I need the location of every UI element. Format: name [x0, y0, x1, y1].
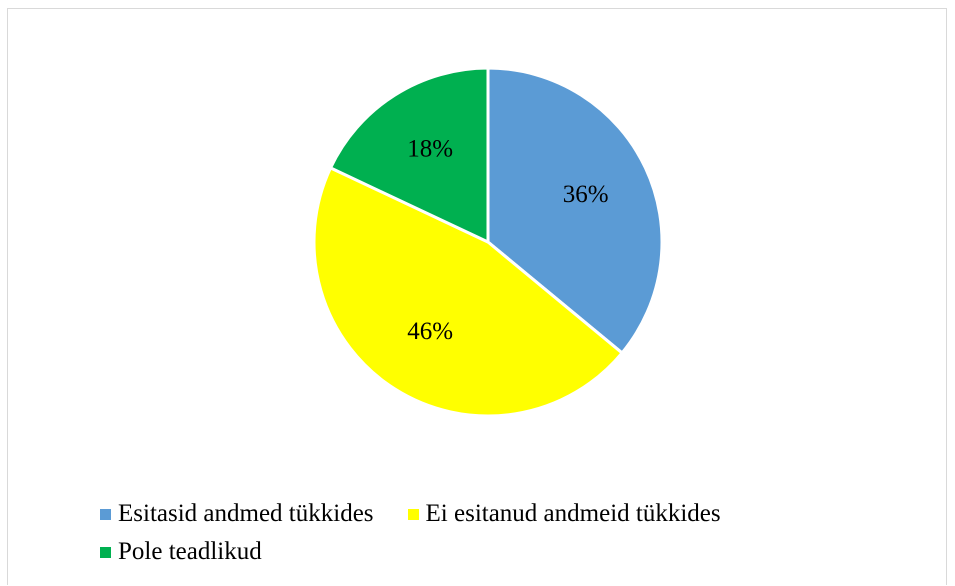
legend-row-1: Esitasid andmed tükkides Ei esitanud and…: [100, 495, 940, 533]
pie-chart: 36% 46% 18%: [312, 66, 664, 418]
data-label-2: 18%: [407, 136, 453, 163]
legend-label-esitasid: Esitasid andmed tükkides: [118, 500, 374, 527]
legend-label-pole-teadlikud: Pole teadlikud: [118, 538, 262, 565]
legend-row-2: Pole teadlikud: [100, 533, 940, 571]
pie-slice-2: [328, 66, 490, 245]
legend-item-ei-esitanud: Ei esitanud andmeid tükkides: [407, 500, 721, 528]
legend-item-pole-teadlikud: Pole teadlikud: [100, 538, 262, 566]
pie-slice-1: [312, 165, 625, 418]
data-label-0: 36%: [563, 181, 609, 208]
chart-area: 36% 46% 18% Esitasid andmed tükkides Ei es…: [7, 8, 947, 585]
pie-slice-0: [486, 66, 664, 356]
legend: Esitasid andmed tükkides Ei esitanud and…: [100, 495, 940, 571]
legend-swatch-ei-esitanud: [407, 508, 419, 520]
legend-swatch-pole-teadlikud: [100, 546, 111, 558]
data-label-1: 46%: [407, 318, 453, 345]
legend-swatch-esitasid: [100, 508, 111, 520]
legend-item-esitasid: Esitasid andmed tükkides: [100, 500, 374, 528]
legend-label-ei-esitanud: Ei esitanud andmeid tükkides: [425, 500, 721, 527]
